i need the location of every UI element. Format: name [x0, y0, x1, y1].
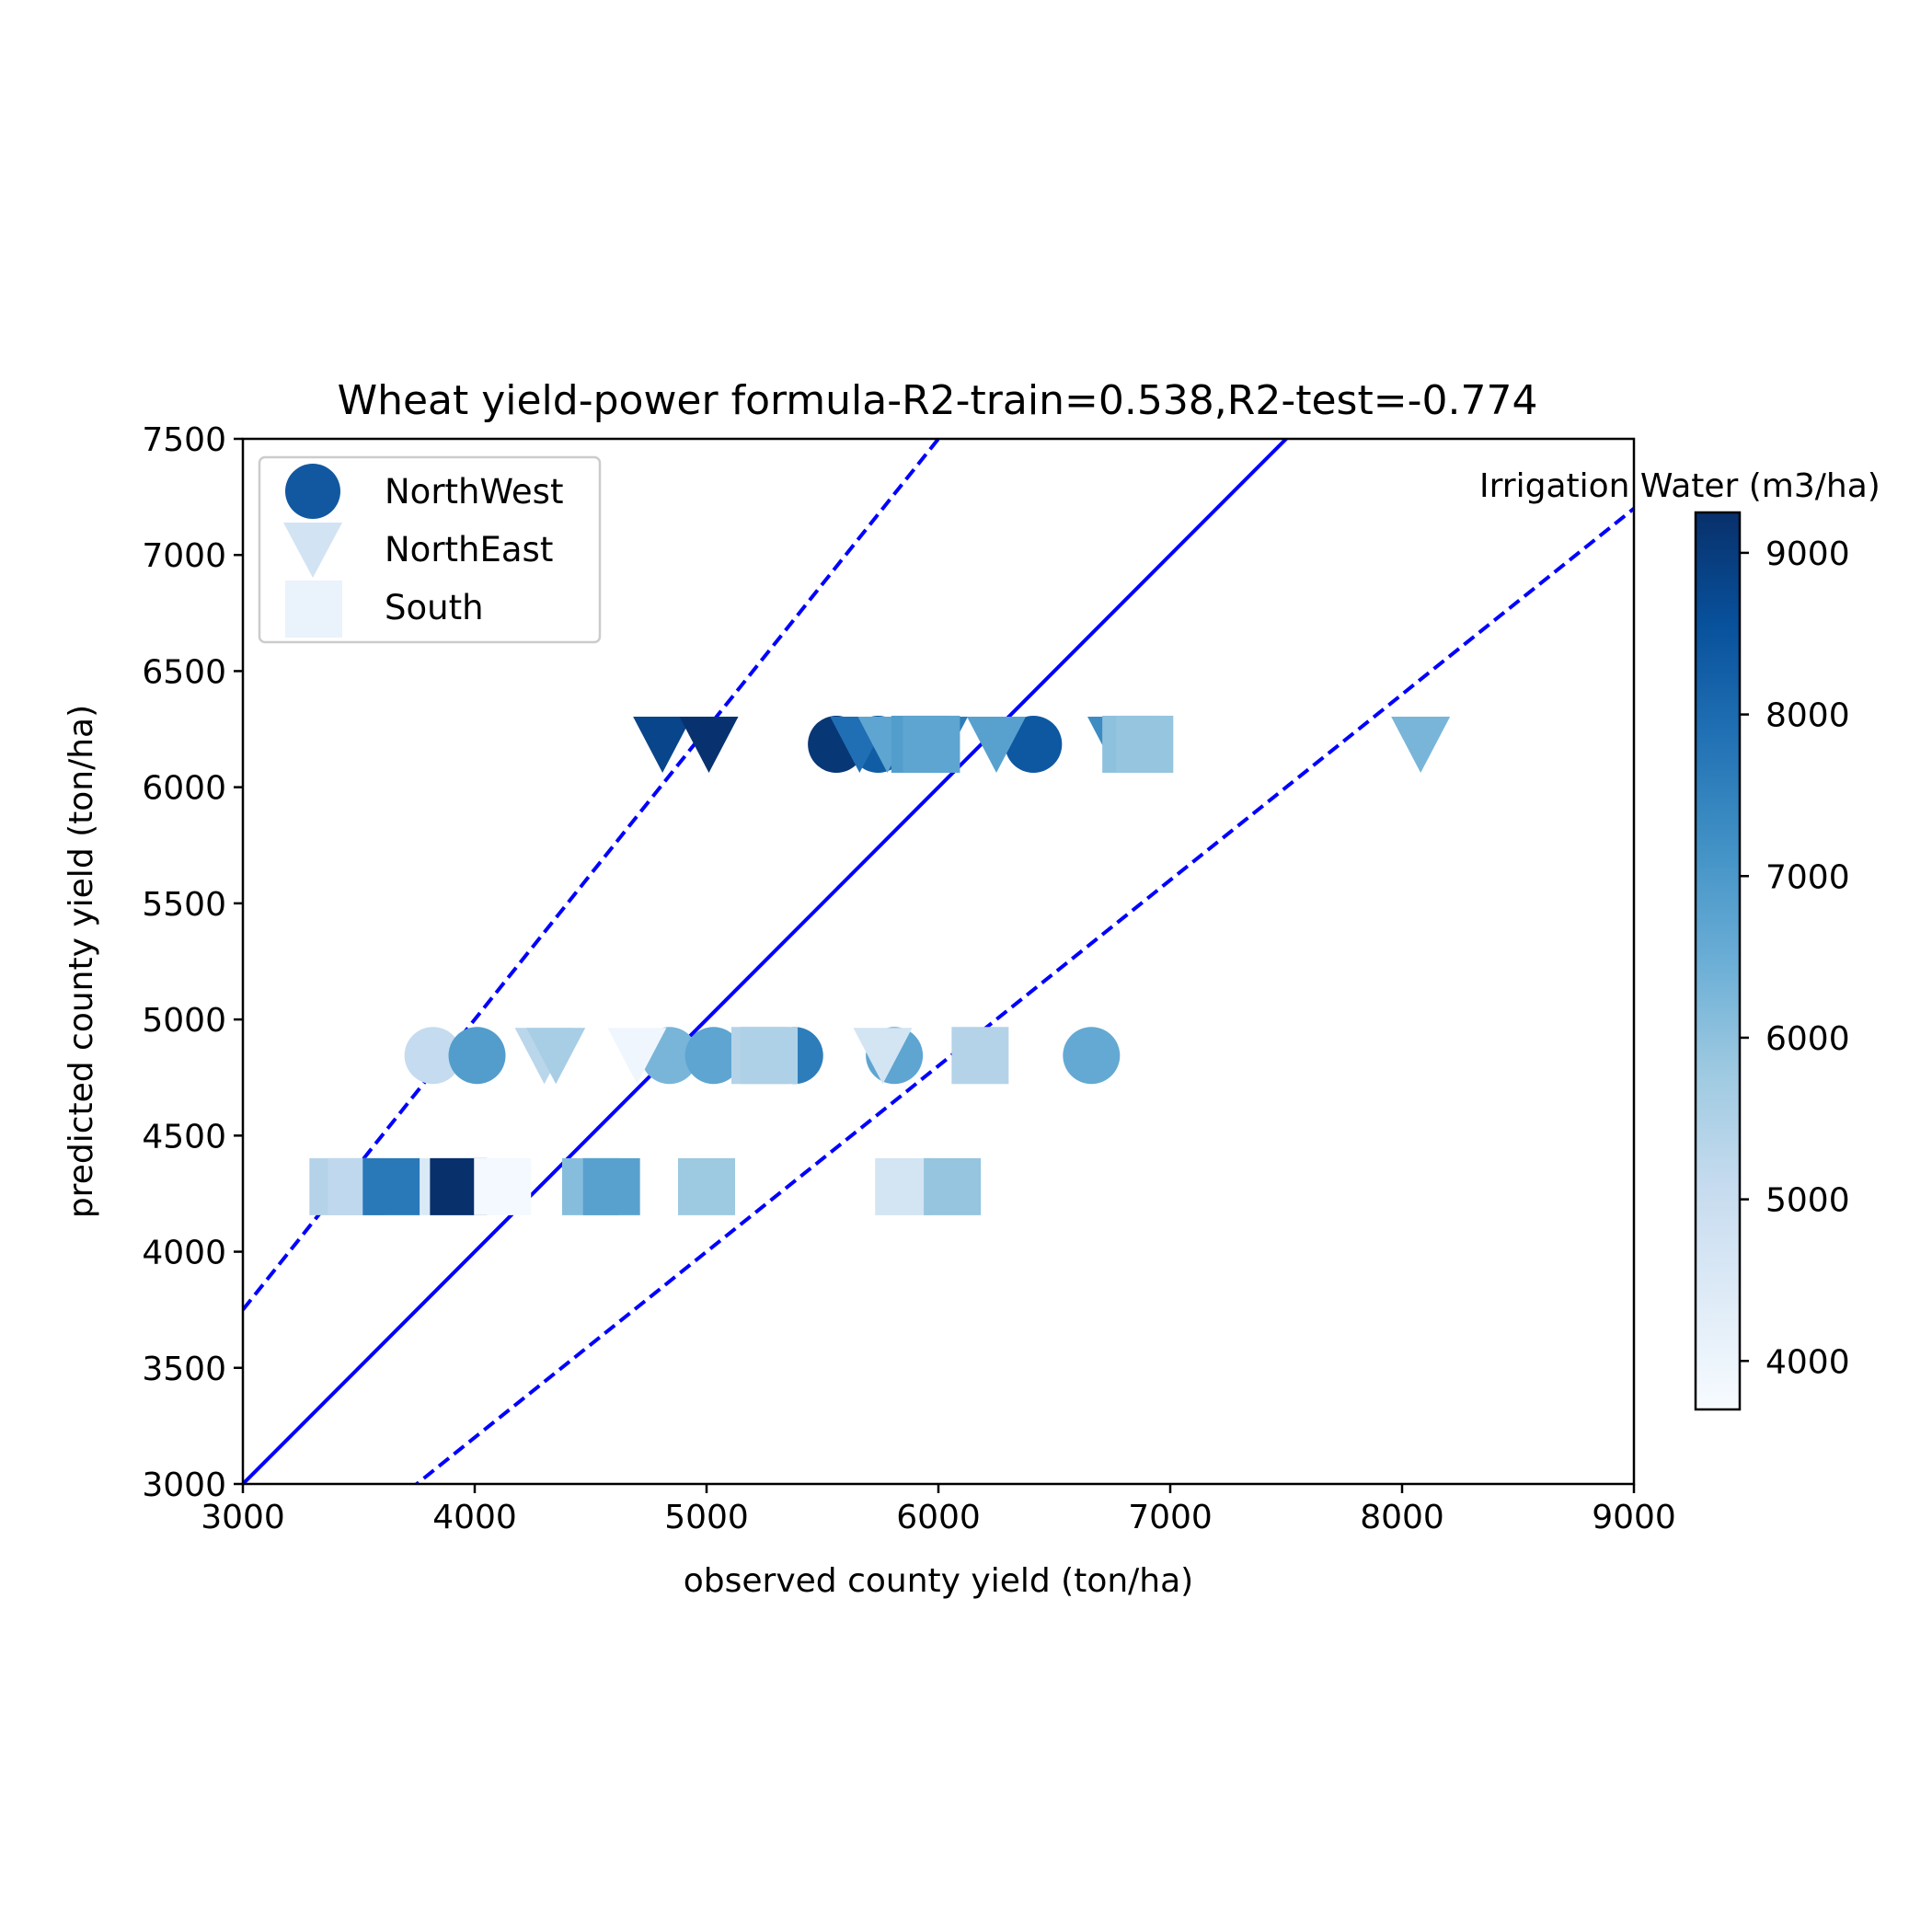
point-south	[1116, 715, 1174, 773]
x-tick-label: 3000	[201, 1499, 285, 1536]
colorbar-tick-label: 6000	[1765, 1020, 1850, 1058]
legend-marker-northwest	[285, 464, 340, 519]
point-south	[903, 715, 960, 773]
x-tick-label: 7000	[1128, 1499, 1213, 1536]
x-axis: 3000 4000 5000 6000 7000 8000 9000	[201, 1484, 1676, 1536]
y-axis: 3000 3500 4000 4500 5000 5500 6000 6500 7000 7500	[142, 421, 243, 1504]
point-northwest	[404, 1027, 462, 1085]
point-northeast	[853, 1028, 913, 1085]
colorbar-gradient	[1694, 511, 1742, 1411]
point-northwest	[684, 1027, 742, 1085]
point-south	[741, 1027, 799, 1085]
legend: NorthWest NorthEast South	[258, 455, 602, 644]
x-tick-label: 5000	[664, 1499, 749, 1536]
x-tick-label: 4000	[432, 1499, 517, 1536]
plot-area	[241, 437, 1636, 1486]
point-northwest	[448, 1027, 506, 1085]
reference-line-upper	[243, 439, 941, 1311]
legend-label-northwest: NorthWest	[385, 472, 563, 512]
point-south	[678, 1157, 735, 1215]
y-tick-label: 7500	[142, 421, 226, 459]
legend-label-northeast: NorthEast	[385, 530, 553, 569]
x-axis-label: observed county yield (ton/ha)	[684, 1562, 1193, 1600]
colorbar-title: Irrigation Water (m3/ha)	[1479, 467, 1880, 505]
y-tick-label: 5000	[142, 1002, 226, 1040]
point-south	[875, 1157, 933, 1215]
x-tick-label: 8000	[1360, 1499, 1444, 1536]
legend-box	[258, 455, 602, 644]
reference-line-1-to-1	[243, 439, 1289, 1484]
legend-marker-northeast	[283, 523, 342, 578]
point-northeast	[967, 716, 1026, 773]
colorbar-tick-label: 8000	[1765, 697, 1850, 735]
x-tick-label: 9000	[1592, 1499, 1676, 1536]
colorbar-ticks: 4000 5000 6000 7000 8000 9000	[1740, 535, 1850, 1381]
y-tick-label: 5500	[142, 886, 226, 924]
point-northeast	[607, 1028, 667, 1085]
data-points	[309, 715, 1451, 1215]
point-northwest	[1005, 715, 1063, 773]
point-northwest	[1063, 1027, 1121, 1085]
point-northeast	[633, 716, 693, 773]
colorbar-tick-label: 9000	[1765, 535, 1850, 573]
colorbar-tick-label: 7000	[1765, 858, 1850, 896]
x-tick-label: 6000	[896, 1499, 981, 1536]
colorbar: Irrigation Water (m3/ha) 4000 5000 6000 700…	[1479, 467, 1880, 1411]
y-tick-label: 3500	[142, 1351, 226, 1388]
legend-marker-south	[285, 581, 342, 638]
reference-line-lower	[413, 507, 1634, 1484]
point-south	[362, 1157, 420, 1215]
point-northeast	[1391, 716, 1451, 773]
point-northeast	[526, 1028, 586, 1085]
y-tick-label: 4000	[142, 1235, 226, 1272]
point-south	[951, 1027, 1009, 1085]
point-south	[924, 1157, 982, 1215]
point-northeast	[679, 716, 739, 773]
colorbar-tick-label: 5000	[1765, 1182, 1850, 1220]
legend-label-south: South	[385, 588, 484, 627]
point-south	[474, 1157, 532, 1215]
y-tick-label: 7000	[142, 537, 226, 575]
y-tick-label: 6000	[142, 770, 226, 808]
colorbar-tick-label: 4000	[1765, 1343, 1850, 1381]
point-south	[582, 1157, 640, 1215]
y-tick-label: 6500	[142, 653, 226, 691]
y-axis-label: predicted county yield (ton/ha)	[63, 705, 100, 1218]
reference-lines	[243, 439, 1634, 1484]
y-tick-label: 4500	[142, 1118, 226, 1156]
chart-title: Wheat yield-power formula-R2-train=0.538…	[338, 377, 1538, 424]
y-tick-label: 3000	[142, 1466, 226, 1504]
